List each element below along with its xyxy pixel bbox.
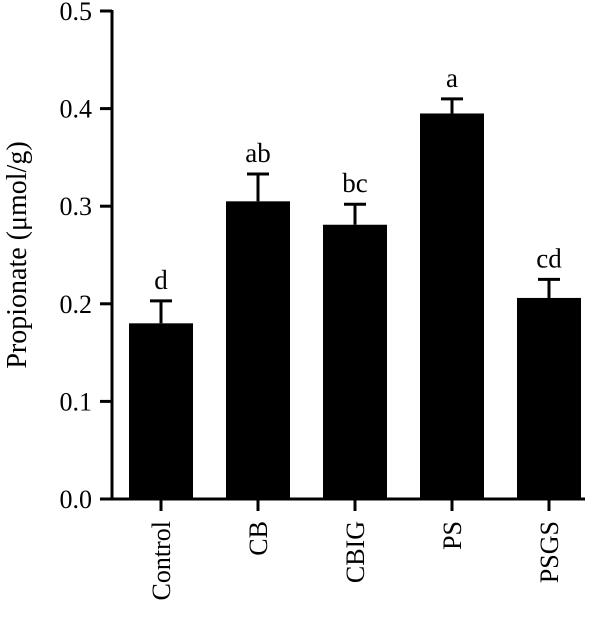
- x-ticks: Control CB CBIG PS PSGS: [147, 499, 564, 600]
- bar: [226, 201, 290, 499]
- y-axis-title: Propionate (μmol/g): [2, 141, 33, 368]
- y-tick-label: 0.3: [60, 192, 93, 221]
- x-tick-label: PSGS: [535, 521, 564, 583]
- y-tick-label: 0.2: [60, 290, 93, 319]
- y-tick-label: 0.5: [60, 0, 93, 26]
- x-tick-label: CB: [244, 521, 273, 556]
- bar: [323, 224, 387, 499]
- bar: [517, 297, 581, 499]
- significance-label: a: [446, 63, 458, 93]
- y-ticks: 0.0 0.1 0.2 0.3 0.4 0.5: [60, 0, 112, 514]
- significance-label: ab: [245, 138, 270, 168]
- y-tick-label: 0.1: [60, 387, 93, 416]
- significance-label: bc: [342, 168, 368, 198]
- y-tick-label: 0.0: [60, 485, 93, 514]
- bar: [420, 113, 484, 499]
- y-tick-label: 0.4: [60, 95, 93, 124]
- x-tick-label: Control: [147, 521, 176, 600]
- x-tick-label: PS: [438, 521, 467, 550]
- significance-label: cd: [536, 243, 562, 273]
- x-tick-label: CBIG: [341, 521, 370, 583]
- bar: [129, 323, 193, 499]
- significance-label: d: [154, 265, 168, 295]
- bars: d ab bc a cd: [129, 63, 581, 499]
